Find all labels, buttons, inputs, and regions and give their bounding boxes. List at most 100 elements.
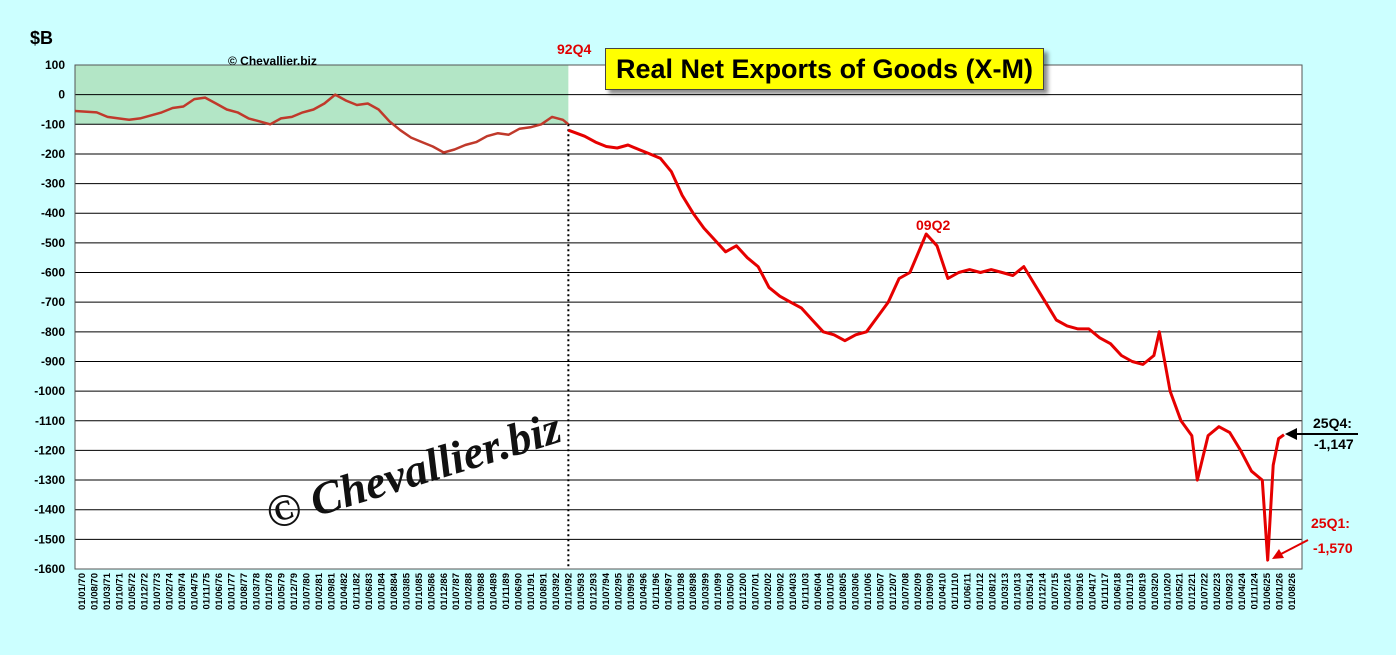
- x-tick-label: 01/01/26: [1275, 573, 1286, 610]
- x-tick-label: 01/10/85: [414, 572, 425, 610]
- series-line-1970-1992: [74, 93, 570, 154]
- x-tick-label: 01/05/14: [1025, 572, 1036, 610]
- x-tick-label: 01/03/06: [850, 573, 861, 610]
- x-tick-label: 01/11/82: [351, 573, 362, 609]
- x-tick-label: 01/09/74: [177, 572, 188, 610]
- y-tick-label: -800: [41, 325, 65, 339]
- x-tick-label: 01/03/78: [252, 573, 263, 610]
- arrow-25q1-shaft: [1280, 539, 1309, 555]
- x-tick-label: 01/06/04: [813, 572, 824, 610]
- x-tick-label: 01/01/12: [975, 573, 986, 610]
- series-line-1992-2025: [567, 128, 1285, 562]
- annotation-92q4: 92Q4: [557, 41, 591, 57]
- x-tick-label: 01/08/98: [688, 573, 699, 610]
- y-tick-label: -1200: [34, 443, 65, 457]
- x-tick-label: 01/05/86: [426, 573, 437, 610]
- x-tick-label: 01/11/24: [1250, 572, 1261, 609]
- x-tick-label: 01/12/93: [588, 573, 599, 610]
- y-axis-label: $B: [30, 28, 53, 48]
- x-tick-label: 01/11/96: [651, 573, 662, 609]
- copyright-text: © Chevallier.biz: [228, 54, 317, 68]
- x-tick-label: 01/06/25: [1262, 572, 1273, 610]
- x-tick-label: 01/12/00: [738, 573, 749, 610]
- x-tick-label: 01/09/16: [1075, 573, 1086, 610]
- annotation-25q1-label: 25Q1:: [1311, 515, 1350, 531]
- x-tick-label: 01/03/99: [701, 573, 712, 610]
- x-tick-label: 01/06/18: [1112, 573, 1123, 610]
- x-tick-label: 01/08/12: [988, 573, 999, 610]
- x-tick-label: 01/02/02: [763, 573, 774, 610]
- x-tick-label: 01/03/20: [1150, 573, 1161, 610]
- x-tick-label: 01/01/05: [825, 572, 836, 610]
- x-tick-label: 01/02/88: [464, 573, 475, 610]
- x-tick-label: 01/07/80: [302, 573, 313, 610]
- x-tick-label: 01/12/21: [1187, 572, 1198, 610]
- y-tick-label: 0: [58, 88, 65, 102]
- annotation-25q4-label: 25Q4:: [1313, 415, 1352, 431]
- x-tick-label: 01/11/75: [202, 572, 213, 609]
- y-tick-label: -700: [41, 295, 65, 309]
- x-tick-label: 01/09/88: [476, 573, 487, 610]
- y-tick-label: -100: [41, 117, 65, 131]
- x-tick-label: 01/01/91: [526, 572, 537, 610]
- x-tick-label: 01/03/92: [551, 573, 562, 610]
- x-tick-label: 01/10/13: [1013, 573, 1024, 610]
- x-tick-label: 01/02/09: [913, 573, 924, 610]
- x-tick-label: 01/08/05: [838, 572, 849, 610]
- x-tick-label: 01/07/94: [601, 572, 612, 610]
- x-tick-label: 01/10/71: [114, 572, 125, 610]
- gridlines: [75, 64, 1302, 570]
- x-tick-label: 01/06/97: [663, 573, 674, 610]
- x-tick-label: 01/12/07: [888, 573, 899, 610]
- x-tick-label: 01/08/19: [1137, 573, 1148, 610]
- y-tick-label: -1300: [34, 473, 65, 487]
- y-tick-label: -200: [41, 147, 65, 161]
- x-tick-label: 01/12/79: [289, 573, 300, 610]
- y-axis-tick-labels: 100 0 -100 -200 -300 -400 -500 -600 -700 -800 -900…: [34, 58, 65, 576]
- x-tick-label: 01/10/99: [713, 573, 724, 610]
- x-tick-label: 01/07/73: [152, 573, 163, 610]
- y-tick-label: -900: [41, 354, 65, 368]
- x-tick-label: 01/10/20: [1162, 573, 1173, 610]
- x-tick-label: 01/11/10: [950, 573, 961, 609]
- x-tick-label: 01/06/83: [364, 573, 375, 610]
- x-tick-label: 01/07/22: [1200, 573, 1211, 610]
- x-tick-label: 01/05/00: [726, 573, 737, 610]
- x-tick-label: 01/08/26: [1287, 573, 1298, 610]
- x-tick-label: 01/01/84: [376, 572, 387, 610]
- x-tick-label: 01/11/17: [1100, 573, 1111, 609]
- x-tick-label: 01/12/86: [439, 573, 450, 610]
- x-tick-label: 01/09/81: [326, 572, 337, 610]
- x-tick-label: 01/03/85: [401, 572, 412, 610]
- y-tick-label: -1000: [34, 384, 65, 398]
- y-tick-label: -1600: [34, 562, 65, 576]
- x-tick-label: 01/04/03: [788, 573, 799, 610]
- x-tick-label: 01/05/21: [1175, 572, 1186, 610]
- x-tick-label: 01/05/07: [875, 573, 886, 610]
- x-tick-label: 01/08/84: [389, 572, 400, 610]
- x-tick-label: 01/09/95: [626, 572, 637, 610]
- x-tick-label: 01/09/09: [925, 573, 936, 610]
- y-tick-label: -400: [41, 206, 65, 220]
- x-tick-label: 01/12/72: [139, 573, 150, 610]
- x-tick-label: 01/08/70: [89, 573, 100, 610]
- x-tick-label: 01/10/78: [264, 573, 275, 610]
- x-tick-label: 01/08/77: [239, 573, 250, 610]
- x-tick-label: 01/01/98: [676, 573, 687, 610]
- x-tick-label: 01/02/81: [314, 572, 325, 610]
- x-tick-label: 01/04/10: [938, 573, 949, 610]
- x-tick-label: 01/07/08: [900, 573, 911, 610]
- x-tick-label: 01/11/89: [501, 573, 512, 609]
- x-tick-label: 01/08/91: [539, 572, 550, 610]
- x-tick-label: 01/01/19: [1125, 573, 1136, 610]
- y-tick-label: 100: [45, 58, 65, 72]
- x-tick-label: 01/11/03: [801, 573, 812, 609]
- y-tick-label: -500: [41, 236, 65, 250]
- annotation-25q4-value: -1,147: [1314, 436, 1354, 452]
- x-tick-label: 01/06/11: [963, 572, 974, 609]
- x-tick-label: 01/07/01: [751, 572, 762, 610]
- x-tick-label: 01/05/79: [277, 573, 288, 610]
- x-tick-label: 01/04/82: [339, 573, 350, 610]
